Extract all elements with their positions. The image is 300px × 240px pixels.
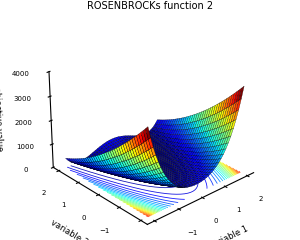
Y-axis label: variable 2: variable 2: [49, 218, 90, 240]
X-axis label: variable 1: variable 1: [208, 224, 250, 240]
Title: ROSENBROCKs function 2: ROSENBROCKs function 2: [87, 1, 213, 11]
